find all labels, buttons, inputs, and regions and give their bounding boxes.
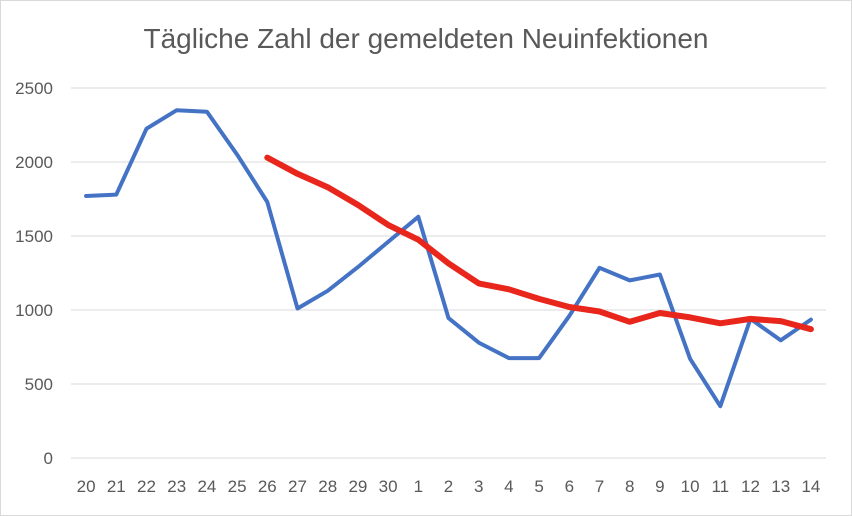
x-tick-label: 2 [444,477,453,496]
x-tick-label: 30 [379,477,398,496]
y-tick-label: 1000 [15,301,53,320]
x-tick-label: 7 [595,477,604,496]
x-tick-label: 11 [711,477,729,496]
gridlines [71,87,826,459]
x-tick-label: 20 [77,477,96,496]
x-tick-label: 6 [565,477,574,496]
x-tick-label: 29 [348,477,367,496]
x-tick-label: 9 [655,477,664,496]
x-tick-label: 28 [318,477,337,496]
x-tick-label: 13 [771,477,790,496]
x-tick-label: 22 [137,477,156,496]
x-tick-label: 3 [474,477,483,496]
x-axis-tick-labels: 20 21 22 23 24 25 26 27 28 29 30 1 2 3 4 5 6 7 8 9 10 11 12 13 1… [77,477,821,496]
x-tick-label: 26 [258,477,277,496]
y-tick-label: 0 [44,449,53,468]
y-axis-tick-labels: 0 500 1000 1500 2000 2500 [15,79,53,468]
x-tick-label: 10 [681,477,700,496]
x-tick-label: 21 [107,477,126,496]
series-line-average [264,154,814,333]
x-tick-label: 1 [414,477,423,496]
series-lines [84,108,814,409]
y-tick-label: 2500 [15,79,53,98]
chart-title: Tägliche Zahl der gemeldeten Neuinfektio… [143,23,709,54]
x-tick-label: 14 [801,477,820,496]
x-tick-label: 23 [167,477,186,496]
x-tick-label: 24 [197,477,216,496]
y-tick-label: 2000 [15,153,53,172]
x-tick-label: 5 [534,477,543,496]
series-line-daily [84,108,813,409]
x-tick-label: 8 [625,477,634,496]
x-tick-label: 12 [741,477,760,496]
y-tick-label: 1500 [15,227,53,246]
x-tick-label: 27 [288,477,307,496]
y-tick-label: 500 [25,375,53,394]
x-tick-label: 4 [504,477,513,496]
x-tick-label: 25 [228,477,247,496]
